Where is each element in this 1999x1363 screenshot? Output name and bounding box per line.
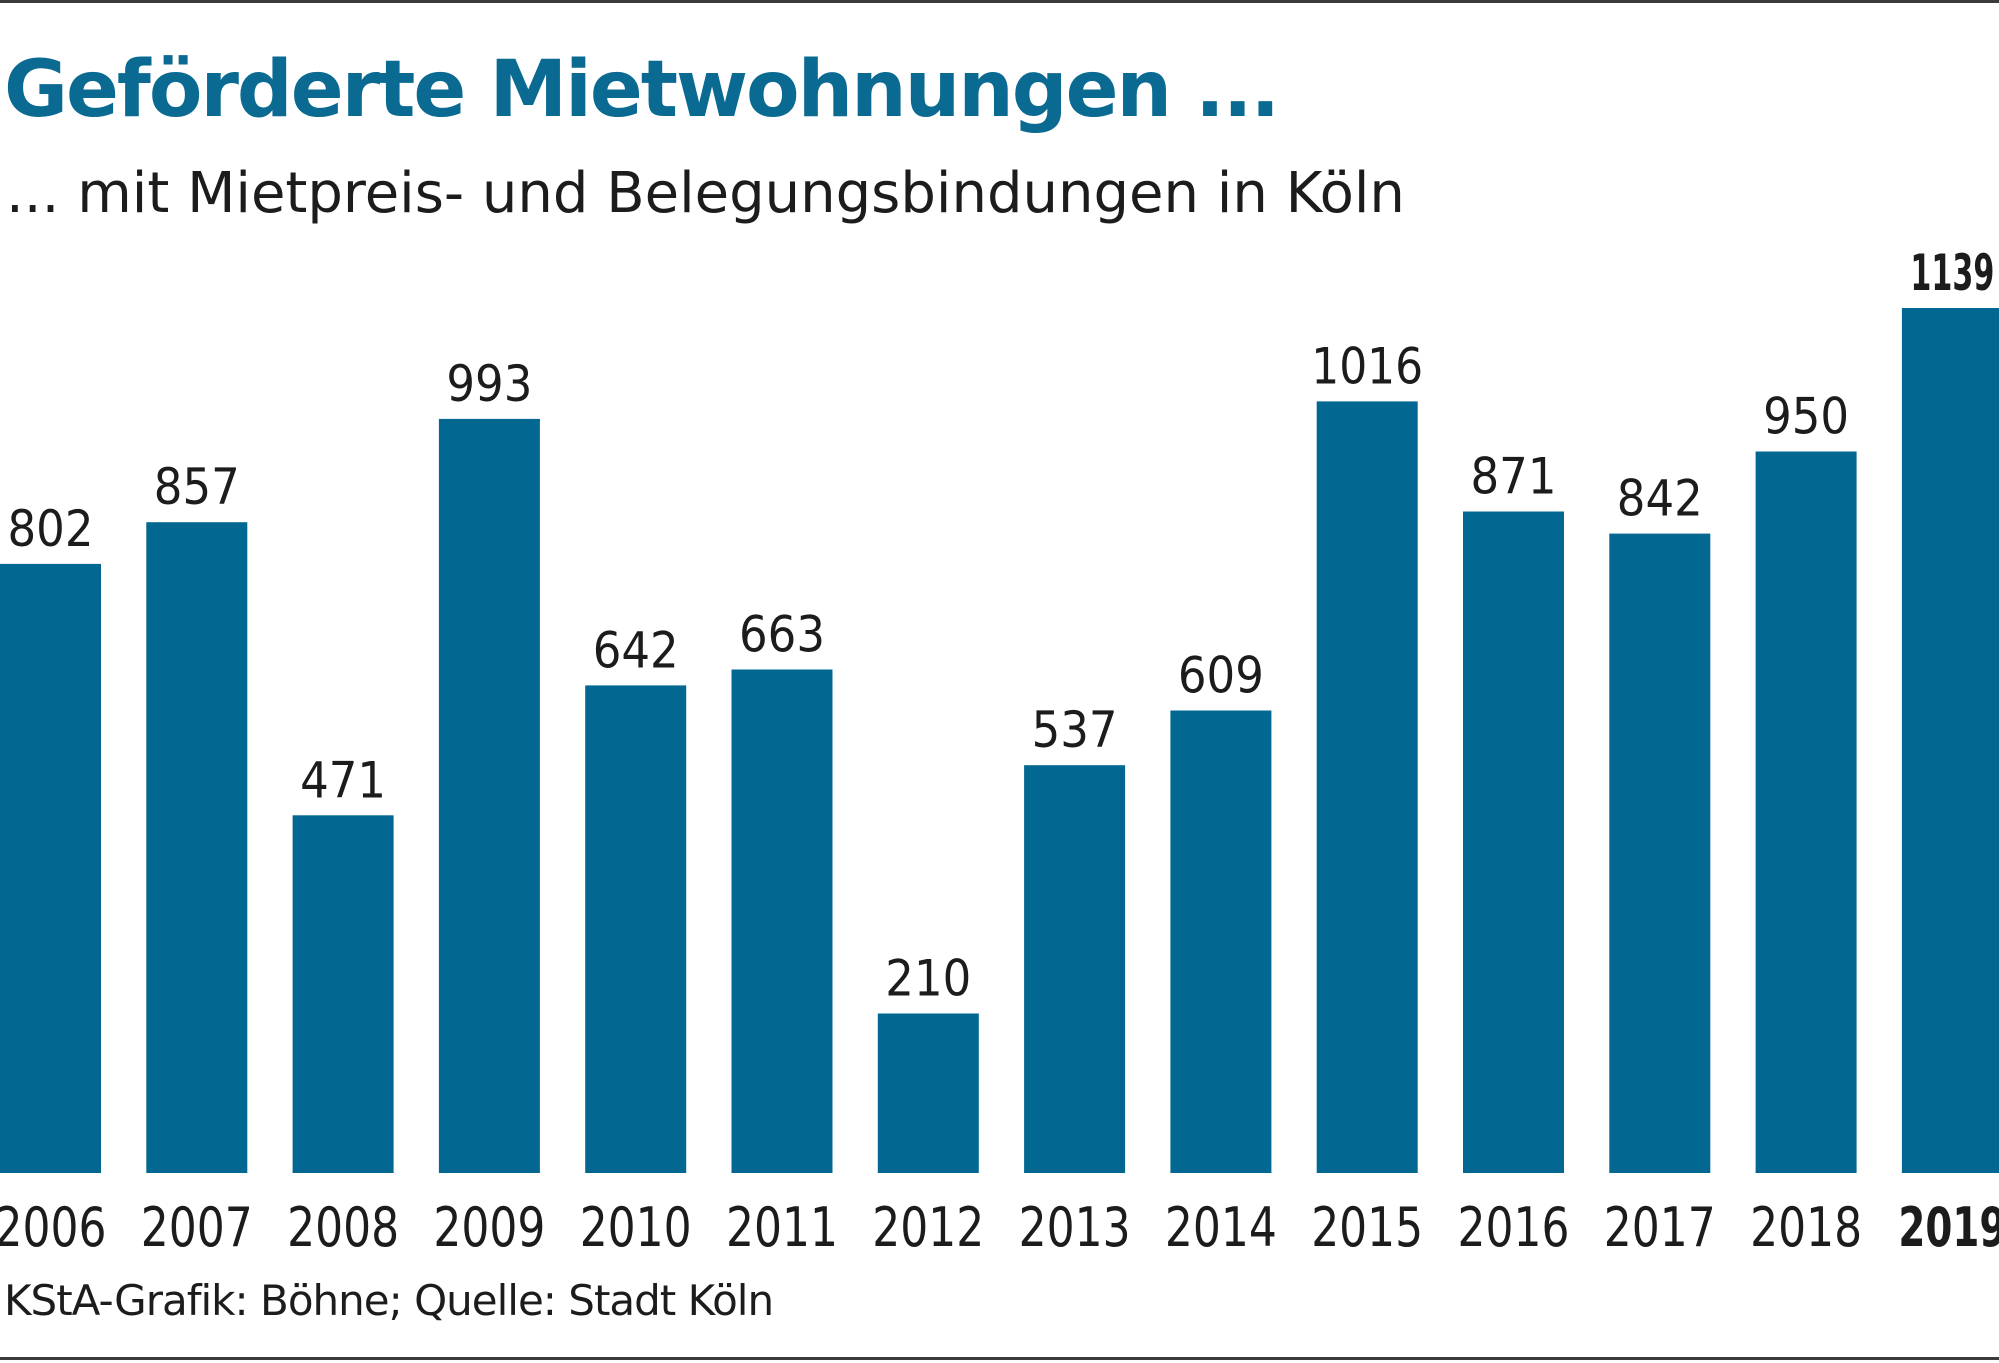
x-tick-label-2012: 2012 [872,1196,984,1259]
value-label-2009: 993 [446,355,532,413]
value-label-2010: 642 [593,621,679,679]
value-label-2019: 1139 [1910,244,1994,302]
x-tick-label-2009: 2009 [433,1196,545,1259]
value-label-2011: 663 [739,606,825,664]
value-label-2008: 471 [300,751,386,809]
value-label-2006: 802 [8,500,94,558]
x-tick-label-2010: 2010 [580,1196,692,1259]
bar-2019 [1901,308,1999,1173]
value-label-2007: 857 [154,458,240,516]
x-tick-label-2019: 2019 [1898,1196,1999,1259]
bar-2014 [1170,710,1272,1173]
value-label-2016: 871 [1471,448,1557,506]
x-tick-label-2015: 2015 [1311,1196,1423,1259]
x-tick-label-2006: 2006 [0,1196,107,1259]
bar-2018 [1755,451,1857,1173]
value-label-2014: 609 [1178,647,1264,705]
x-tick-label-2017: 2017 [1604,1196,1716,1259]
x-tick-label-2016: 2016 [1458,1196,1570,1259]
x-tick-label-2007: 2007 [141,1196,253,1259]
bar-2007 [146,522,248,1173]
chart-title: Geförderte Mietwohnungen ... [4,45,1280,135]
bar-2012 [877,1013,979,1173]
x-tick-label-2014: 2014 [1165,1196,1277,1259]
bar-2016 [1463,511,1564,1173]
x-tick-label-2011: 2011 [726,1196,838,1259]
source-credit: KStA-Grafik: Böhne; Quelle: Stadt Köln [4,1276,774,1325]
value-label-2012: 210 [885,950,971,1008]
value-label-2018: 950 [1763,388,1849,446]
bar-2010 [585,685,687,1173]
bar-2009 [438,418,540,1173]
x-tick-label-2008: 2008 [287,1196,399,1259]
x-tick-label-2018: 2018 [1750,1196,1862,1259]
value-label-2017: 842 [1617,470,1703,528]
bar-2017 [1609,533,1711,1173]
x-tick-label-2013: 2013 [1019,1196,1131,1259]
bar-chart: 802 2006 857 2007 471 2008 993 2009 642 2010 663 20… [0,244,1999,1259]
bar-2006 [0,563,101,1173]
chart-subtitle: ... mit Mietpreis- und Belegungsbindunge… [6,161,1405,226]
bar-2011 [731,669,833,1173]
value-label-2015: 1016 [1311,337,1423,395]
bar-2015 [1316,401,1418,1173]
value-label-2013: 537 [1032,701,1118,759]
bar-2013 [1024,765,1126,1173]
bar-2008 [292,815,394,1173]
